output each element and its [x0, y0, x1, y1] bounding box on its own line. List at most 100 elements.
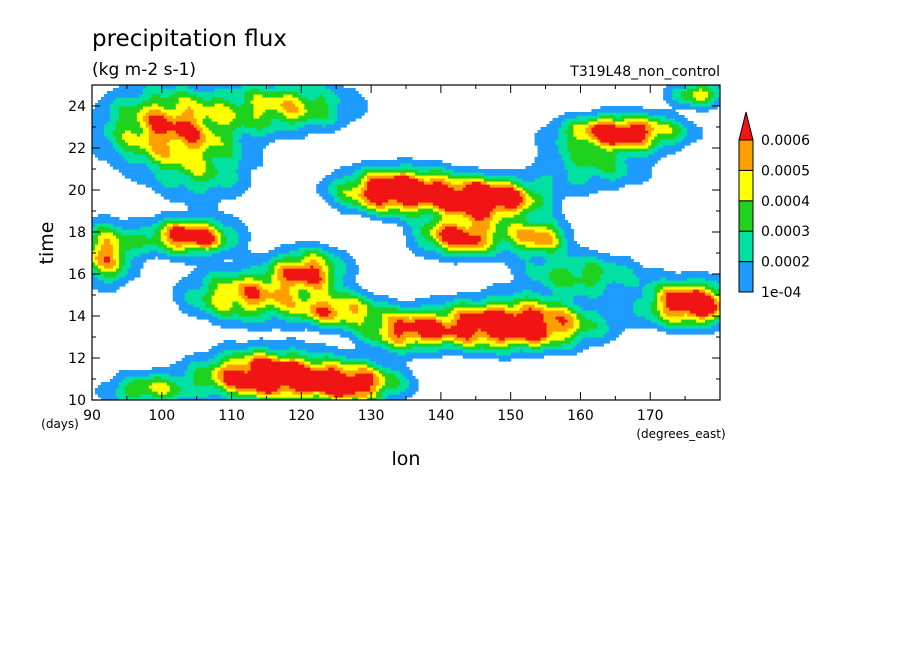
heatmap-cell	[121, 136, 150, 140]
heatmap-cell	[528, 193, 542, 197]
heatmap-cell	[519, 181, 554, 185]
heatmap-cell	[92, 145, 114, 149]
heatmap-cell	[711, 88, 720, 92]
heatmap-cell	[352, 187, 362, 191]
heatmap-cell	[97, 394, 117, 398]
heatmap-cell	[534, 208, 554, 212]
heatmap-cell	[334, 91, 359, 95]
heatmap-cell	[97, 271, 120, 275]
heatmap-cell	[196, 121, 204, 125]
heatmap-cell	[94, 268, 102, 272]
heatmap-cell	[124, 262, 132, 266]
colorbar-label: 0.0006	[761, 133, 810, 149]
heatmap-cell	[525, 262, 536, 266]
heatmap-cell	[175, 283, 204, 287]
heatmap-cell	[388, 328, 395, 332]
heatmap-cell	[151, 148, 171, 152]
heatmap-cell	[274, 304, 287, 308]
heatmap-cell	[567, 127, 575, 131]
heatmap-cell	[489, 244, 497, 248]
heatmap-cell	[325, 259, 332, 263]
heatmap-cell	[355, 328, 380, 332]
heatmap-cell	[133, 151, 150, 155]
heatmap-cell	[196, 139, 207, 143]
heatmap-cell	[385, 397, 407, 400]
heatmap-cell	[334, 178, 356, 182]
heatmap-cell	[211, 241, 219, 245]
heatmap-cell	[331, 181, 347, 185]
heatmap-cell	[513, 187, 518, 191]
heatmap-cell	[397, 376, 407, 380]
heatmap-cell	[657, 133, 679, 137]
heatmap-cell	[364, 316, 383, 320]
heatmap-cell	[139, 121, 147, 125]
heatmap-cell	[597, 322, 607, 326]
heatmap-cell	[208, 364, 222, 368]
heatmap-cell	[277, 355, 308, 359]
heatmap-cell	[546, 226, 557, 230]
heatmap-cell	[304, 250, 320, 254]
heatmap-cell	[666, 295, 712, 299]
heatmap-cell	[151, 235, 162, 239]
heatmap-cell	[205, 115, 210, 119]
heatmap-cell	[352, 163, 401, 167]
heatmap-cell	[280, 307, 311, 311]
heatmap-cell	[175, 244, 183, 248]
heatmap-cell	[379, 367, 392, 371]
heatmap-cell	[241, 154, 264, 158]
heatmap-cell	[328, 283, 335, 287]
heatmap-cell	[717, 280, 720, 284]
heatmap-cell	[582, 313, 601, 317]
heatmap-cell	[100, 244, 114, 248]
heatmap-cell	[253, 112, 264, 116]
heatmap-cell	[142, 115, 150, 119]
heatmap-cell	[519, 301, 539, 305]
heatmap-cell	[525, 337, 542, 341]
heatmap-cell	[687, 88, 700, 92]
heatmap-cell	[552, 331, 575, 335]
heatmap-cell	[268, 124, 305, 128]
heatmap-cell	[534, 304, 548, 308]
heatmap-cell	[346, 262, 356, 266]
heatmap-cell	[397, 385, 410, 389]
heatmap-cell	[549, 340, 572, 344]
heatmap-cell	[187, 208, 219, 212]
heatmap-cell	[337, 208, 359, 212]
heatmap-cell	[148, 118, 168, 122]
heatmap-cell	[534, 142, 557, 146]
heatmap-cell	[525, 265, 587, 269]
heatmap-cell	[408, 175, 416, 179]
heatmap-cell	[316, 97, 326, 101]
heatmap-cell	[235, 112, 255, 116]
heatmap-cell	[462, 214, 473, 218]
heatmap-cell	[388, 319, 398, 323]
heatmap-cell	[292, 100, 302, 104]
heatmap-cell	[400, 172, 407, 176]
heatmap-cell	[441, 238, 482, 242]
heatmap-cell	[199, 145, 210, 149]
heatmap-cell	[483, 172, 569, 176]
heatmap-cell	[555, 217, 566, 221]
heatmap-cell	[214, 238, 219, 242]
heatmap-cell	[510, 280, 542, 284]
heatmap-cell	[561, 301, 575, 305]
heatmap-cell	[199, 136, 207, 140]
heatmap-cell	[298, 352, 335, 356]
heatmap-cell	[510, 352, 578, 356]
heatmap-cell	[349, 325, 383, 329]
heatmap-cell	[334, 268, 347, 272]
heatmap-cell	[271, 121, 290, 125]
heatmap-cell	[379, 376, 386, 380]
heatmap-cell	[214, 223, 225, 227]
heatmap-cell	[118, 256, 126, 260]
heatmap-cell	[205, 160, 213, 164]
heatmap-cell	[633, 310, 652, 314]
heatmap-cell	[208, 127, 237, 131]
heatmap-cell	[268, 268, 276, 272]
heatmap-cell	[235, 385, 281, 389]
heatmap-cell	[492, 214, 515, 218]
heatmap-cell	[187, 139, 198, 143]
heatmap-cell	[184, 262, 264, 266]
heatmap-cell	[708, 313, 715, 317]
